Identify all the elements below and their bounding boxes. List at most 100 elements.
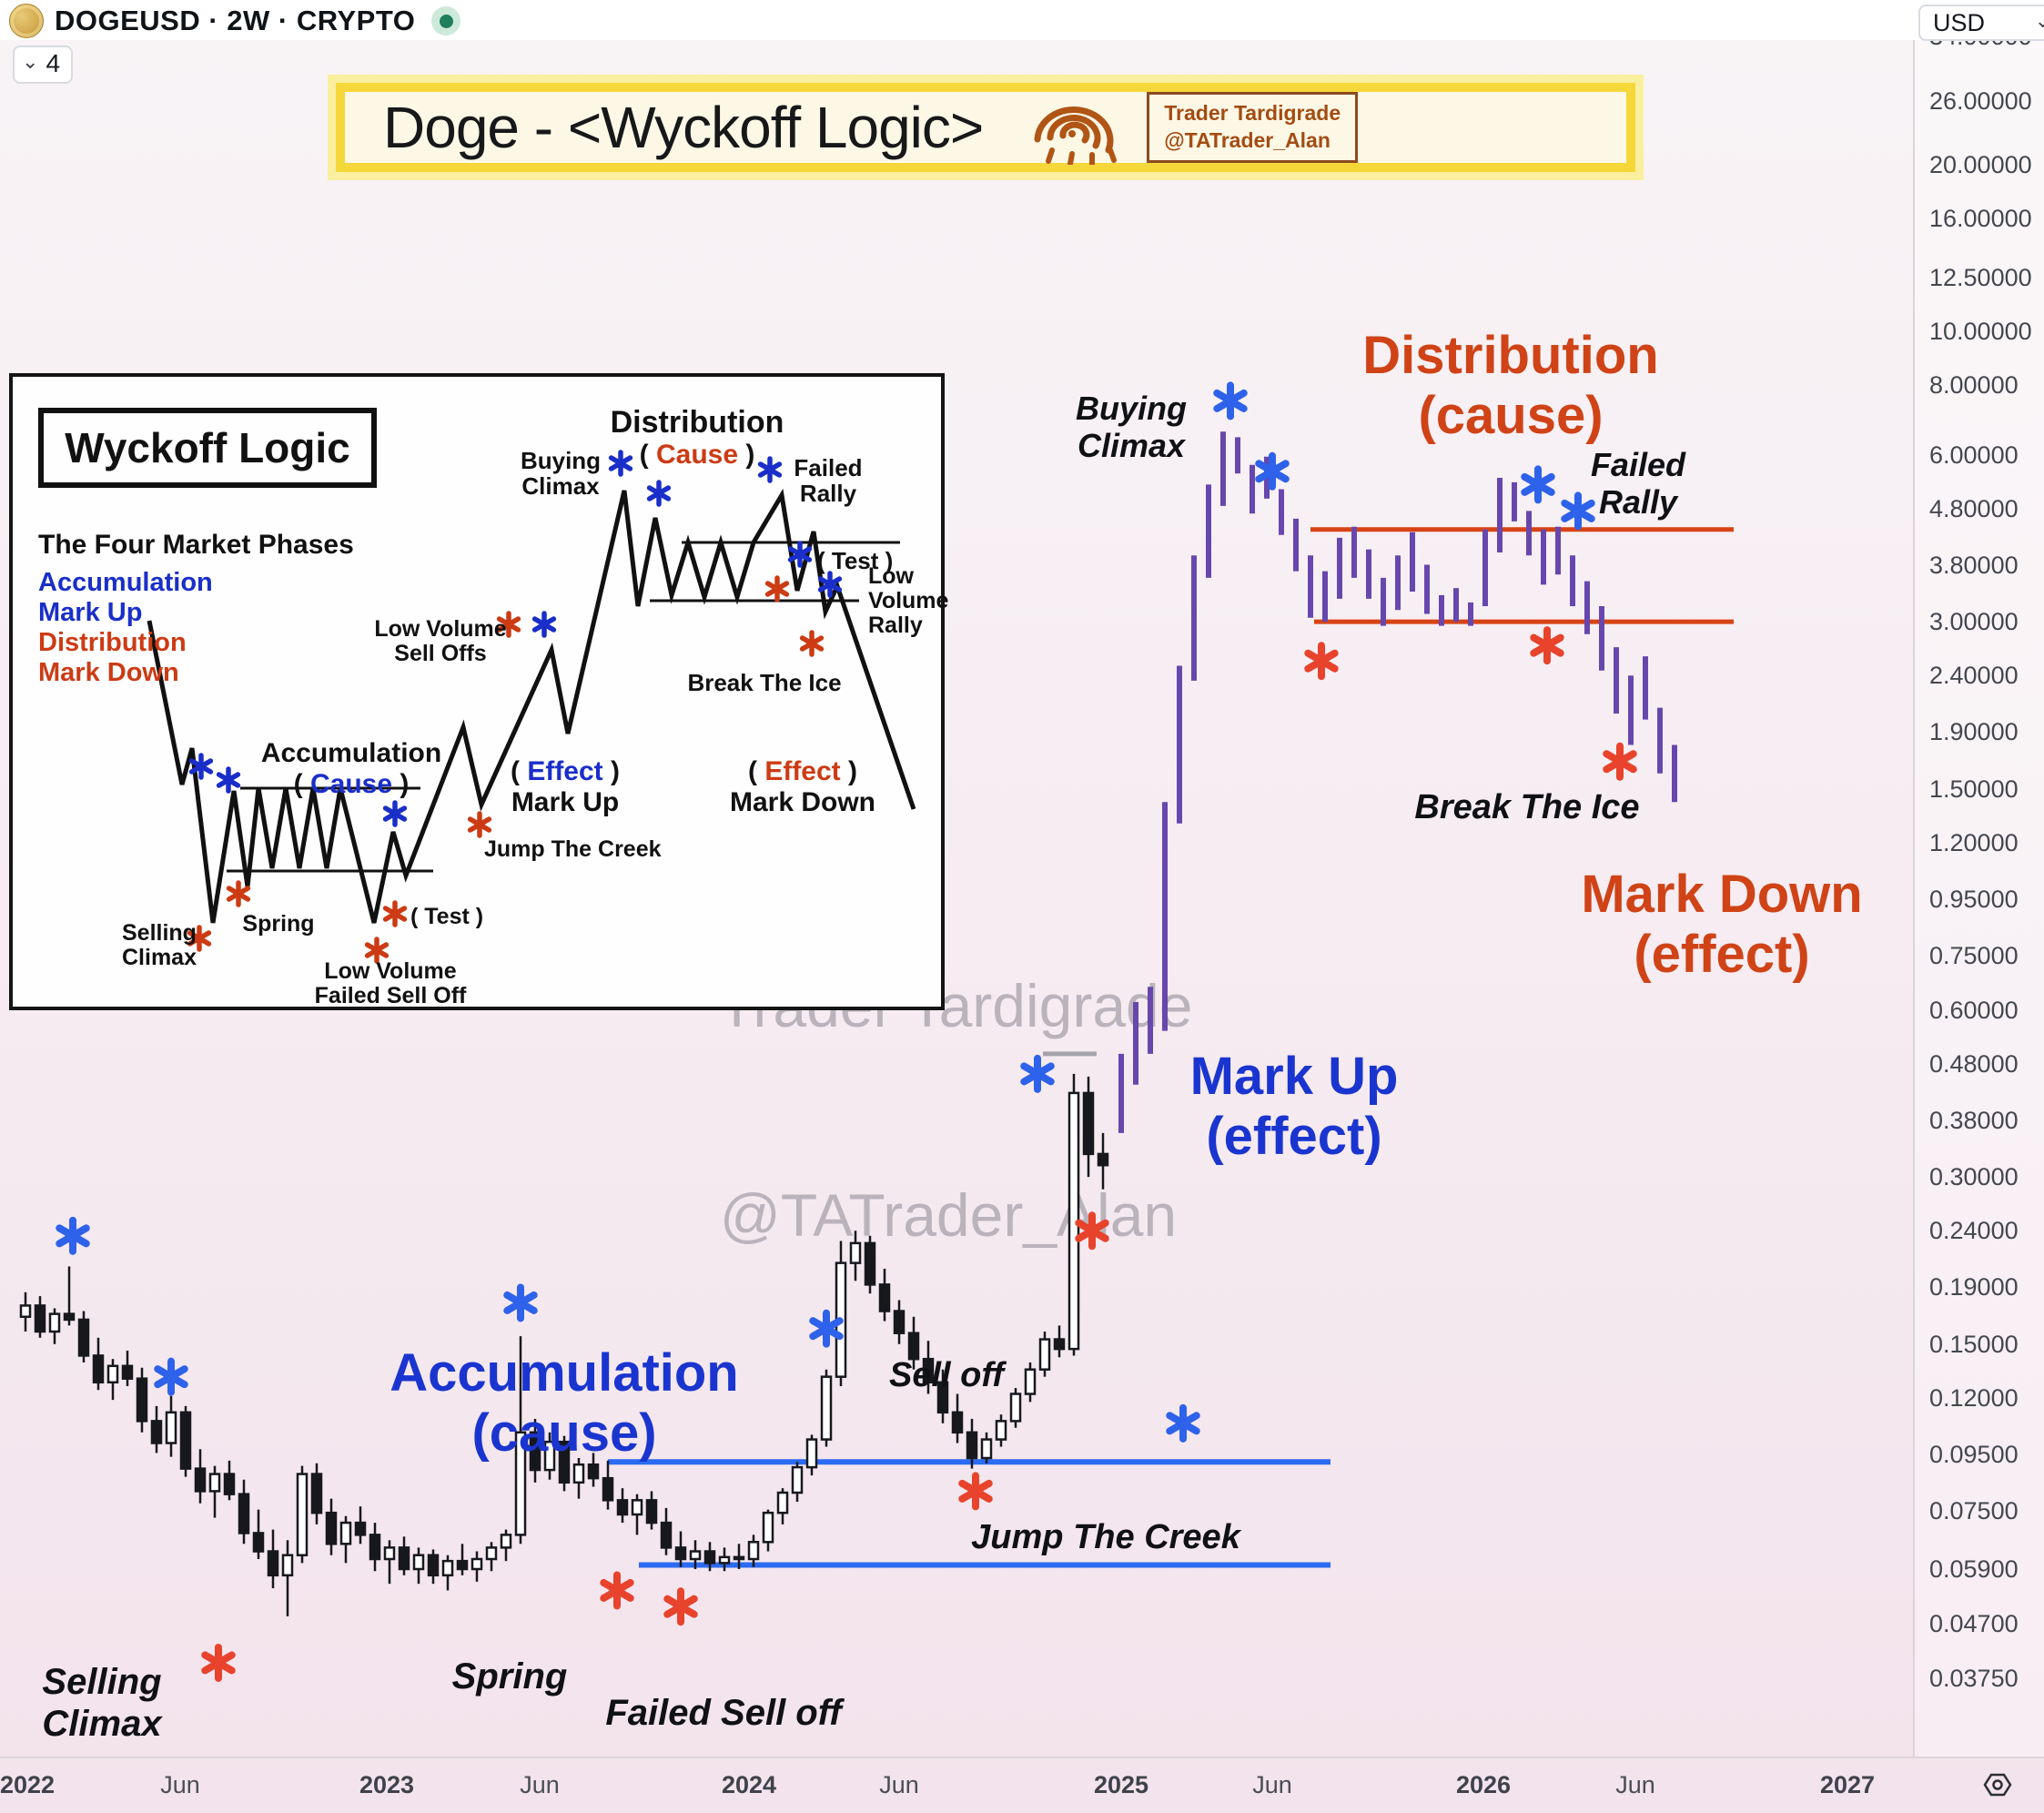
candle bbox=[1082, 1076, 1095, 1178]
price-axis-label: 4.80000 bbox=[1929, 494, 2019, 522]
candle bbox=[805, 1434, 818, 1476]
symbol-title: DOGEUSD · 2W · CRYPTO bbox=[55, 5, 416, 36]
inset-label-lvso: Low Volume Sell Offs bbox=[374, 616, 507, 666]
candle bbox=[77, 1311, 90, 1362]
candle bbox=[252, 1509, 265, 1559]
price-axis-label: 0.07500 bbox=[1929, 1497, 2019, 1525]
market-status-indicator bbox=[431, 6, 461, 35]
blue-asterisk-marker bbox=[1521, 465, 1555, 504]
blue-asterisk-marker bbox=[188, 753, 214, 780]
price-axis-label: 16.00000 bbox=[1929, 204, 2032, 232]
candle bbox=[383, 1540, 396, 1585]
time-axis[interactable]: 2022 Jun 2023 Jun 2024 Jun 2025 Jun 2026 Jun 2027 bbox=[0, 1757, 2044, 1813]
candle bbox=[864, 1235, 876, 1294]
phase-mark-up: Mark Up bbox=[38, 598, 143, 627]
inset-label-accum-test: ( Test ) bbox=[410, 904, 484, 929]
price-axis-label: 0.19000 bbox=[1929, 1273, 2019, 1302]
time-axis-label: Jun bbox=[160, 1771, 200, 1798]
candle bbox=[762, 1509, 774, 1552]
candle bbox=[398, 1536, 410, 1575]
candle bbox=[412, 1547, 425, 1585]
buying-climax-label: Buying Climax bbox=[1076, 390, 1187, 465]
price-axis-label: 0.60000 bbox=[1929, 996, 2019, 1024]
collapse-indicator-button[interactable]: ⌄ 4 bbox=[13, 46, 74, 84]
inset-title-box: Wyckoff Logic bbox=[38, 408, 377, 488]
price-axis-label: 0.03750 bbox=[1929, 1665, 2019, 1693]
inset-title: Wyckoff Logic bbox=[65, 424, 350, 471]
candle bbox=[296, 1465, 309, 1564]
candle bbox=[820, 1369, 833, 1447]
candle bbox=[878, 1269, 891, 1322]
inset-label-effect-dn2: Mark Down bbox=[729, 787, 876, 817]
inset-label-dist-test: ( Test ) bbox=[817, 547, 894, 574]
blue-asterisk-marker bbox=[608, 450, 633, 477]
wyckoff-logic-inset-drawing[interactable]: Wyckoff Logic The Four Market Phases Acc… bbox=[9, 373, 948, 1010]
candle bbox=[791, 1462, 804, 1503]
candle bbox=[703, 1542, 716, 1572]
time-axis-label: 2026 bbox=[1455, 1771, 1512, 1798]
candle bbox=[1024, 1362, 1037, 1403]
jump-the-creek-label: Jump The Creek bbox=[971, 1518, 1240, 1556]
mark-down-effect-label: Mark Down (effect) bbox=[1581, 865, 1863, 985]
candle bbox=[1038, 1332, 1051, 1377]
distribution-cause-label: Distribution (cause) bbox=[1362, 326, 1659, 446]
price-axis-label: 10.00000 bbox=[1929, 318, 2032, 346]
candle bbox=[34, 1296, 46, 1338]
price-axis-label: 0.09500 bbox=[1929, 1440, 2019, 1468]
title-banner-drawing[interactable]: Doge - <Wyckoff Logic> Trader Tardigrade… bbox=[336, 83, 1635, 172]
candle bbox=[194, 1449, 207, 1504]
red-asterisk-marker bbox=[1530, 626, 1564, 665]
red-asterisk-marker bbox=[187, 925, 212, 952]
candle bbox=[776, 1488, 789, 1524]
symbol-button[interactable]: DOGEUSD · 2W · CRYPTO bbox=[9, 4, 461, 38]
price-axis-label: 0.24000 bbox=[1929, 1217, 2019, 1245]
mark-up-effect-label: Mark Up (effect) bbox=[1189, 1047, 1399, 1167]
price-axis-label: 26.00000 bbox=[1929, 87, 2032, 116]
time-axis-label: Jun bbox=[1615, 1771, 1655, 1798]
red-asterisk-marker bbox=[467, 811, 492, 838]
tardigrade-logo-icon bbox=[1025, 86, 1134, 169]
price-axis-label: 12.50000 bbox=[1929, 264, 2032, 292]
candle bbox=[354, 1506, 367, 1545]
candle bbox=[980, 1432, 993, 1464]
candle bbox=[689, 1540, 702, 1569]
axis-settings-icon[interactable] bbox=[1982, 1769, 2013, 1805]
price-axis-label: 1.20000 bbox=[1929, 828, 2019, 856]
time-axis-label: Jun bbox=[879, 1771, 919, 1798]
candle bbox=[238, 1479, 250, 1545]
indicator-count: 4 bbox=[46, 49, 61, 77]
inset-label-accum-title: Accumulation bbox=[260, 738, 442, 768]
credit-name: Trader Tardigrade bbox=[1164, 101, 1341, 126]
candle bbox=[995, 1414, 1007, 1447]
inset-label-dist-title: Distribution bbox=[610, 405, 784, 440]
candle bbox=[281, 1540, 294, 1616]
price-axis-label: 3.00000 bbox=[1929, 608, 2019, 636]
price-axis-label: 0.04700 bbox=[1929, 1610, 2019, 1638]
red-asterisk-marker bbox=[663, 1587, 698, 1626]
candle bbox=[223, 1460, 236, 1501]
break-the-ice-label: Break The Ice bbox=[1414, 788, 1640, 826]
currency-unit-button[interactable]: USD ⌄ bbox=[1918, 5, 2044, 41]
time-axis-label: 2025 bbox=[1093, 1771, 1149, 1798]
candle bbox=[718, 1547, 731, 1572]
credit-handle: @TATrader_Alan bbox=[1164, 128, 1331, 152]
price-axis-label: 6.00000 bbox=[1929, 441, 2019, 469]
time-axis-label: 2022 bbox=[0, 1771, 56, 1798]
price-axis-label: 3.80000 bbox=[1929, 551, 2019, 579]
price-axis[interactable]: 34.0000026.0000020.0000016.0000012.50000… bbox=[1913, 0, 2044, 1757]
blue-asterisk-marker bbox=[1213, 381, 1248, 420]
failed-sell-off-label: Failed Sell off bbox=[605, 1693, 842, 1733]
inset-label-accum-cause: ( Cause ) bbox=[293, 769, 410, 799]
candle bbox=[1068, 1073, 1080, 1356]
inset-label-effect-dn1: ( Effect ) bbox=[747, 756, 858, 786]
red-asterisk-marker bbox=[226, 880, 251, 907]
blue-asterisk-marker bbox=[1255, 451, 1290, 491]
selling-climax-label: Selling Climax bbox=[42, 1662, 162, 1744]
candle bbox=[325, 1498, 338, 1555]
candle bbox=[179, 1405, 192, 1477]
candle bbox=[835, 1241, 847, 1386]
inset-label-lvfso: Low Volume Failed Sell Off bbox=[314, 958, 467, 1008]
accumulation-cause-label: Accumulation (cause) bbox=[390, 1343, 739, 1464]
